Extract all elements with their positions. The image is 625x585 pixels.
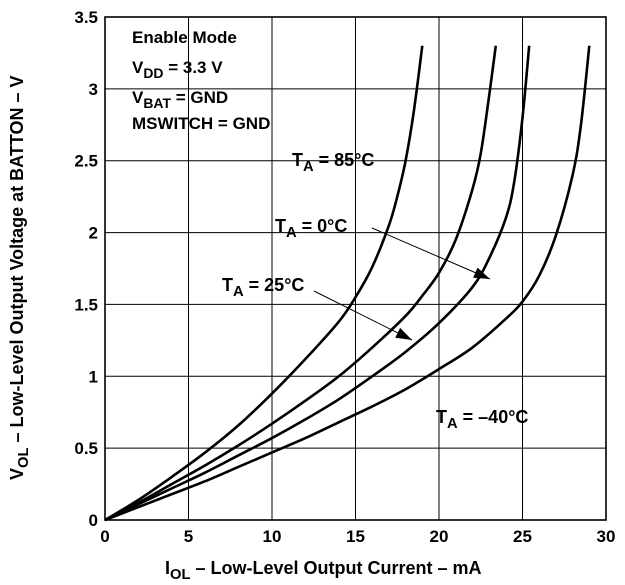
x-tick-label: 15 [346,527,365,546]
y-tick-label: 1 [89,367,98,386]
y-tick-label: 3 [89,80,98,99]
condition-0: Enable Mode [132,28,237,47]
x-tick-label: 30 [597,527,616,546]
arrow-0c-head [473,267,490,279]
y-tick-label: 2 [89,224,98,243]
y-tick-label: 0 [89,511,98,530]
condition-1: VDD = 3.3 V [132,58,223,81]
x-tick-label: 0 [100,527,109,546]
condition-0-main: Enable Mode [132,28,237,47]
condition-2: VBAT = GND [132,88,228,111]
series-label-neg40c-sub: A [447,416,458,432]
series-label-25c-text-main: T [222,275,233,295]
x-tick-label: 5 [184,527,193,546]
series-label-neg40c: TA = –40°C [436,407,528,432]
tick-labels: 0 5 10 15 20 25 30 0 0.5 1 1.5 2 2.5 3 3.5 [74,8,615,546]
plot-frame [104,16,607,521]
arrow-25c-line [313,290,413,341]
series-label-85c-rest: = 85°C [314,150,375,170]
arrow-0c-line [371,227,491,280]
x-tick-label: 25 [513,527,532,546]
x-axis-label: IOL – Low-Level Output Current – mA [165,558,482,583]
condition-2-main: V [132,88,144,107]
condition-3-main: MSWITCH = GND [132,114,270,133]
series-label-neg40c-main: T [436,407,447,427]
y-tick-label: 0.5 [74,439,98,458]
series-25c-curve [104,45,498,522]
condition-2-sub: BAT [143,95,171,111]
condition-1-rest: = 3.3 V [163,58,223,77]
y-axis-label-sub: OL [16,448,32,468]
series-neg40c-curve [104,45,591,522]
grid [105,17,606,520]
series-label-0c-text-sub: A [286,225,297,241]
y-axis-label-rest: – Low-Level Output Voltage at BATTON – V [7,75,27,447]
condition-2-rest: = GND [171,88,228,107]
x-tick-label: 20 [430,527,449,546]
series-label-0c-text: TA = 0°C [275,216,347,241]
x-tick-label: 10 [263,527,282,546]
x-axis-label-main: I [165,558,170,578]
y-tick-label: 2.5 [74,152,98,171]
series-label-25c-text-sub: A [233,284,244,300]
series-label-25c-text: TA = 25°C [222,275,304,300]
x-axis-label-sub: OL [170,567,190,583]
series-label-25c-text-rest: = 25°C [244,275,305,295]
arrow-25c-head [395,327,412,340]
series-0c-curve [104,45,531,522]
series-label-neg40c-rest: = –40°C [458,407,529,427]
y-axis-label: VOL – Low-Level Output Voltage at BATTON… [7,75,32,480]
condition-1-main: V [132,58,144,77]
condition-1-sub: DD [143,65,163,81]
series-label-0c-text-rest: = 0°C [297,216,348,236]
series-label-85c: TA = 85°C [292,150,374,175]
x-axis-label-rest: – Low-Level Output Current – mA [191,558,482,578]
series-85c-curve [104,45,424,522]
series-label-0c-text-main: T [275,216,286,236]
series-label-85c-main: T [292,150,303,170]
series-label-85c-sub: A [303,159,314,175]
y-axis-label-main: V [7,468,27,480]
condition-3: MSWITCH = GND [132,114,270,133]
y-tick-label: 3.5 [74,8,98,27]
y-tick-label: 1.5 [74,295,98,314]
curves [104,45,591,522]
